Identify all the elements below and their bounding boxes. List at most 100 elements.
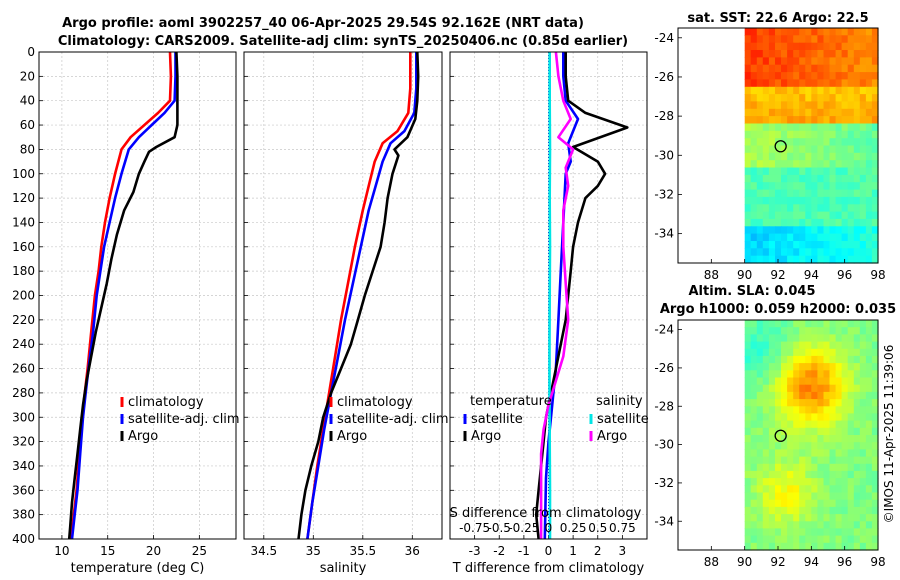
map-cell [781,542,788,551]
map-cell [768,233,776,242]
map-cell [756,514,764,522]
map-cell [823,248,831,257]
map-cell [799,427,806,436]
map-cell [762,138,770,147]
map-cell [805,384,812,393]
map-cell [793,320,800,328]
map-cell [750,406,758,415]
s-tick-label: 0.5 [588,521,607,535]
map-cell [787,535,794,544]
map-cell [829,152,837,161]
map-cell [793,463,800,472]
map-cell [829,334,837,343]
map-cell [762,535,770,544]
map-cell [865,442,873,450]
map-cell [750,108,758,117]
map-cell [811,211,818,220]
map-cell [744,123,752,132]
map-cell [841,248,849,257]
map-cell [793,528,800,537]
map-cell [871,204,879,213]
map-cell [762,72,770,80]
map-cell [853,218,861,227]
map-cell [793,233,800,242]
map-cell [775,399,782,407]
map-cell [805,506,812,515]
map-cell [762,435,770,443]
map-cell [805,72,812,80]
map-cell [744,499,752,508]
map-cell [853,521,861,530]
map-cell [823,499,831,508]
map-cell [811,241,818,249]
map-cell [859,355,867,364]
map-cell [799,160,806,169]
map-cell [787,218,794,227]
map-cell [817,108,825,117]
map-cell [829,79,837,88]
map-cell [781,116,788,124]
map-cell [811,50,818,58]
map-cell [847,79,855,88]
map-cell [823,528,831,537]
map-cell [835,363,843,371]
map-cell [817,470,825,479]
map-cell [811,506,818,515]
map-cell [787,341,794,350]
map-cell [756,320,764,328]
map-cell [841,463,849,472]
y-tick-label: 120 [12,191,35,205]
map-cell [775,64,782,73]
map-cell [823,442,831,450]
map-cell [835,79,843,88]
map-cell [750,413,758,422]
map-cell [781,28,788,36]
map-cell [750,226,758,235]
map-cell [793,413,800,422]
map-cell [847,182,855,191]
y-tick-label: -32 [654,187,674,201]
map-cell [781,211,788,220]
map-cell [811,334,818,343]
y-tick-label: 100 [12,167,35,181]
map-cell [768,435,776,443]
map-cell [823,413,831,422]
map-cell [787,50,794,58]
map-cell [781,189,788,198]
map-cell [793,167,800,176]
map-cell [750,420,758,429]
map-cell [762,370,770,379]
map-cell [805,241,812,249]
map-cell [750,506,758,515]
x-tick-label: 88 [704,555,719,569]
map-cell [744,435,752,443]
map-cell [853,182,861,191]
map-cell [847,72,855,80]
map-cell [817,334,825,343]
map-cell [781,79,788,88]
map-cell [756,130,764,139]
map-cell [781,463,788,472]
map-cell [756,355,764,364]
map-cell [859,233,867,242]
map-cell [871,123,879,132]
map-cell [823,101,831,110]
map-cell [835,528,843,537]
map-cell [744,160,752,169]
map-cell [853,470,861,479]
map-cell [871,108,879,117]
map-cell [865,435,873,443]
map-cell [805,456,812,465]
map-cell [829,535,837,544]
map-cell [859,28,867,36]
map-cell [805,145,812,154]
map-cell [835,64,843,73]
map-cell [793,241,800,249]
map-cell [799,28,806,36]
map-cell [750,478,758,486]
map-cell [841,94,849,102]
map-cell [768,420,776,429]
map-cell [775,189,782,198]
map-cell [750,377,758,386]
map-cell [871,528,879,537]
